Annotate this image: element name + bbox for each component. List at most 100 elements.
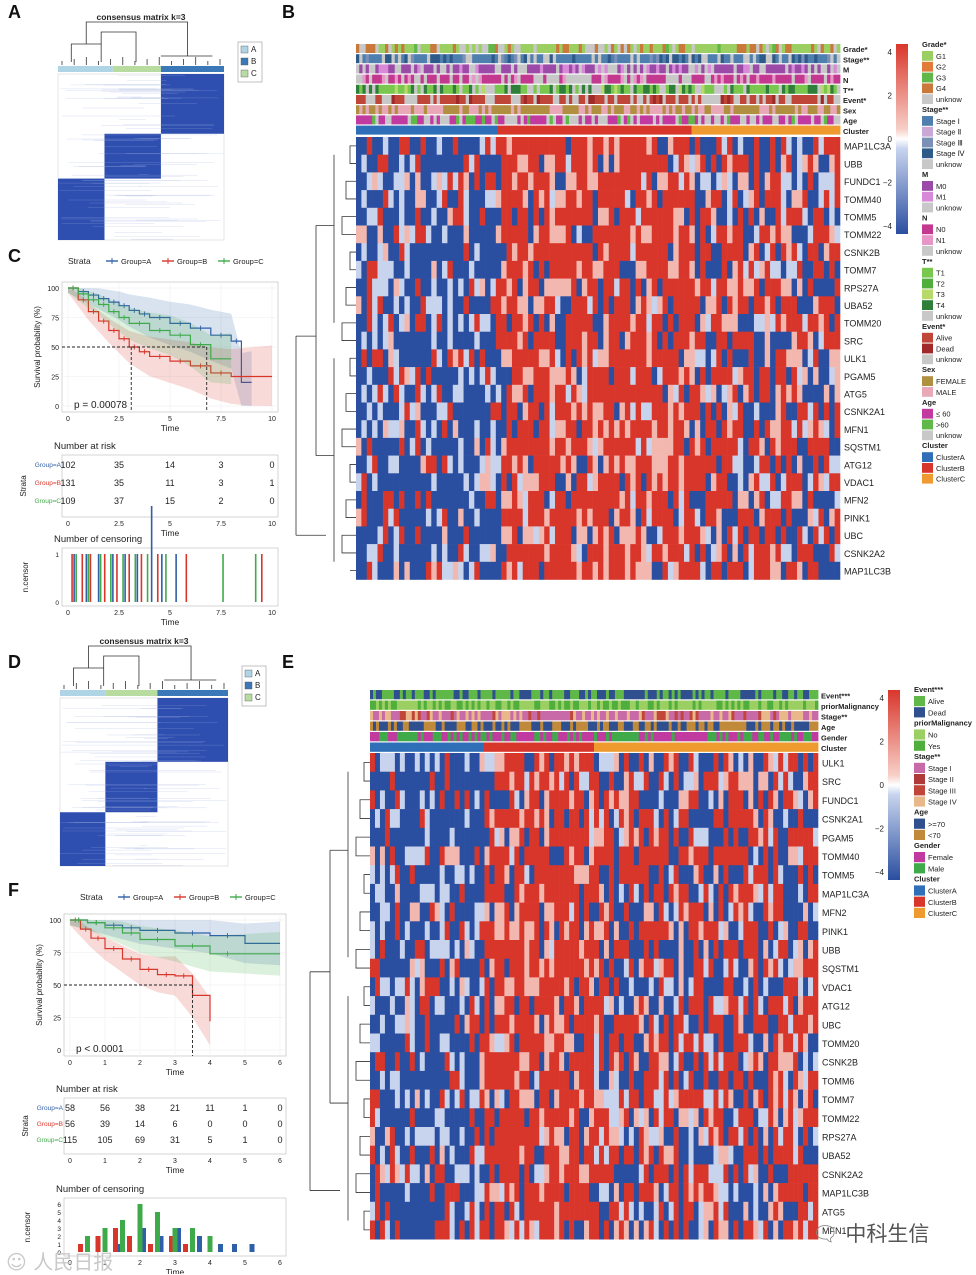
heat-cell	[385, 753, 390, 772]
heat-cell	[802, 420, 808, 438]
heat-cell	[383, 526, 389, 544]
annotation-cell	[717, 64, 721, 73]
annotation-cell	[498, 732, 501, 741]
annotation-cell	[730, 115, 734, 124]
heat-cell	[663, 420, 669, 438]
heat-cell	[614, 314, 620, 332]
heat-cell	[383, 172, 389, 190]
heat-cell	[560, 562, 566, 580]
annotation-cell	[543, 75, 547, 84]
legend-item: unknow	[936, 355, 962, 364]
heat-cell	[684, 438, 690, 456]
heat-cell	[620, 155, 626, 173]
annotation-cell	[511, 64, 515, 73]
annotation-cell	[388, 732, 391, 741]
heat-cell	[792, 314, 798, 332]
heat-cell	[388, 314, 394, 332]
annotation-cell	[772, 64, 776, 73]
heat-cell	[404, 243, 410, 261]
annotation-cell	[672, 64, 676, 73]
heat-cell	[765, 562, 771, 580]
annotation-cell	[492, 105, 496, 114]
heat-cell	[555, 420, 561, 438]
heat-cell	[496, 438, 502, 456]
heat-cell	[576, 190, 582, 208]
heat-cell	[754, 243, 760, 261]
heat-cell	[732, 279, 738, 297]
annotation-cell	[472, 75, 476, 84]
annotation-cell	[730, 126, 734, 135]
heat-cell	[383, 261, 389, 279]
annotation-cell	[439, 690, 442, 699]
heat-cell	[700, 438, 706, 456]
annotation-cell	[391, 95, 395, 104]
color-scale: 420−2−4	[883, 44, 908, 234]
heat-cell	[765, 279, 771, 297]
heat-cell	[576, 438, 582, 456]
heat-cell	[593, 562, 599, 580]
annotation-cell	[546, 732, 549, 741]
annotation-cell	[559, 85, 563, 94]
heat-cell	[646, 332, 652, 350]
heat-cell	[673, 155, 679, 173]
legend-title: Cluster	[922, 441, 948, 450]
heat-cell	[474, 544, 480, 562]
annotation-cell	[553, 54, 557, 63]
heat-cell	[404, 438, 410, 456]
annotation-cell	[791, 722, 794, 731]
heat-cell	[485, 314, 491, 332]
heat-cell	[598, 332, 604, 350]
annotation-cell	[692, 126, 696, 135]
annotation-cell	[834, 64, 838, 73]
heat-cell	[442, 403, 448, 421]
annotation-cell	[791, 711, 794, 720]
heat-cell	[496, 403, 502, 421]
gene-label: MAP1LC3B	[844, 567, 891, 577]
heat-cell	[700, 190, 706, 208]
heat-cell	[668, 473, 674, 491]
annotation-cell	[356, 75, 360, 84]
heat-cell	[824, 491, 830, 509]
annotation-cell	[397, 722, 400, 731]
heat-cell	[566, 349, 572, 367]
annotation-cell	[579, 701, 582, 710]
annotation-cell	[369, 115, 373, 124]
annotation-cell	[569, 95, 573, 104]
annotation-cell	[719, 701, 722, 710]
heat-cell	[765, 296, 771, 314]
annotation-cell	[460, 711, 463, 720]
heat-cell	[797, 226, 803, 244]
heat-cell	[533, 438, 539, 456]
annotation-cell	[669, 115, 673, 124]
heat-cell	[544, 279, 550, 297]
annotation-cell	[651, 711, 654, 720]
annotation-cell	[451, 690, 454, 699]
annotation-cell	[533, 95, 537, 104]
heat-cell	[829, 385, 835, 403]
heat-cell	[679, 385, 685, 403]
heat-cell	[447, 332, 453, 350]
annotation-cell	[775, 95, 779, 104]
annotation-cell	[397, 732, 400, 741]
annotation-cell	[721, 126, 725, 135]
heat-cell	[652, 261, 658, 279]
annotation-cell	[654, 701, 657, 710]
annotation-cell	[572, 95, 576, 104]
annotation-cell	[678, 701, 681, 710]
heat-cell	[523, 137, 529, 155]
annotation-cell	[814, 54, 818, 63]
annotation-track-1: Stage**	[356, 54, 869, 64]
heat-cell	[426, 456, 432, 474]
annotation-cell	[469, 95, 473, 104]
heat-cell	[614, 137, 620, 155]
heat-cell	[361, 172, 367, 190]
heat-cell	[716, 420, 722, 438]
heat-cell	[464, 208, 470, 226]
cluster-bar-segment	[161, 66, 224, 72]
heat-cell	[663, 509, 669, 527]
annotation-cell	[456, 75, 460, 84]
annotation-cell	[406, 690, 409, 699]
annotation-cell	[727, 95, 731, 104]
heat-cell	[829, 562, 835, 580]
annotation-cell	[546, 115, 550, 124]
